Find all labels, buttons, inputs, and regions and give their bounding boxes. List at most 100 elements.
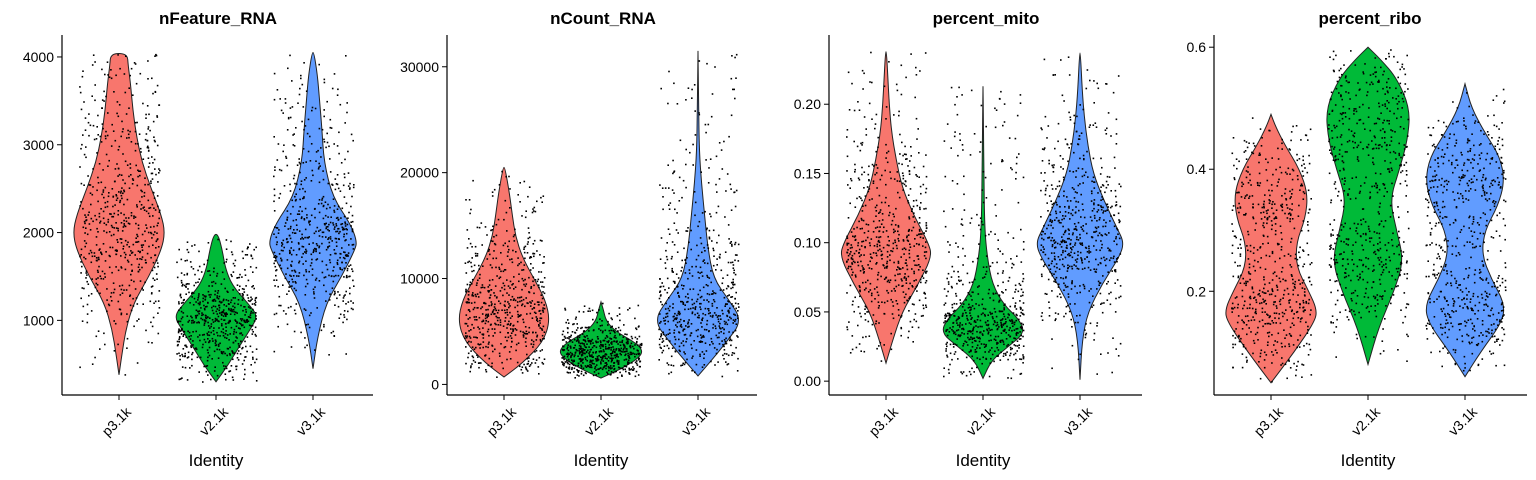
data-point (136, 303, 139, 305)
data-point (292, 249, 295, 252)
data-point (977, 286, 979, 288)
data-point (607, 341, 609, 344)
data-point (979, 337, 981, 340)
data-point (664, 289, 666, 291)
data-point (588, 354, 591, 356)
data-point (637, 344, 639, 346)
data-point (858, 285, 861, 287)
data-point (589, 361, 591, 363)
data-point (152, 191, 155, 194)
data-point (959, 139, 961, 141)
data-point (567, 358, 570, 361)
data-point (197, 336, 199, 338)
data-point (867, 311, 870, 313)
data-point (704, 314, 707, 316)
data-point (308, 220, 310, 223)
data-point (120, 266, 122, 268)
data-point (287, 306, 290, 309)
data-point (1044, 193, 1047, 196)
data-point (254, 326, 257, 329)
data-point (960, 371, 962, 373)
data-point (575, 316, 577, 319)
data-point (251, 328, 254, 331)
data-point (79, 86, 81, 88)
data-point (680, 270, 682, 272)
data-point (469, 370, 471, 373)
data-point (707, 312, 710, 315)
data-point (327, 246, 329, 249)
data-point (186, 272, 189, 275)
data-point (97, 134, 99, 136)
data-point (329, 238, 332, 240)
data-point (246, 319, 248, 321)
data-point (924, 281, 927, 284)
data-point (944, 175, 947, 178)
data-point (690, 248, 692, 251)
data-point (999, 319, 1002, 322)
data-point (179, 355, 181, 357)
data-point (672, 315, 675, 318)
data-point (858, 252, 860, 254)
data-point (846, 170, 848, 172)
data-point (723, 328, 725, 331)
data-point (301, 236, 303, 239)
data-point (952, 322, 954, 324)
data-point (290, 305, 292, 308)
data-point (131, 269, 133, 272)
data-point (121, 197, 123, 200)
data-point (200, 317, 202, 320)
data-point (149, 226, 152, 228)
data-point (890, 298, 892, 301)
data-point (1083, 285, 1086, 288)
data-point (105, 153, 108, 156)
data-point (254, 333, 257, 336)
data-point (177, 343, 179, 346)
data-point (891, 313, 894, 315)
data-point (90, 310, 93, 312)
data-point (869, 282, 872, 285)
data-point (880, 223, 883, 225)
data-point (736, 335, 738, 337)
data-point (488, 248, 490, 251)
data-point (327, 182, 330, 185)
data-point (130, 279, 133, 281)
data-point (236, 322, 238, 324)
data-point (488, 341, 490, 344)
data-point (289, 227, 292, 230)
data-point (702, 312, 704, 315)
data-point (607, 365, 610, 368)
data-point (180, 317, 183, 320)
data-point (305, 324, 308, 326)
data-point (685, 325, 687, 327)
data-point (994, 126, 997, 129)
data-point (137, 250, 140, 252)
data-point (128, 246, 131, 248)
data-point (973, 320, 976, 323)
data-point (864, 319, 867, 321)
data-point (102, 243, 105, 245)
data-point (475, 284, 478, 286)
data-point (949, 244, 951, 246)
data-point (737, 310, 739, 312)
data-point (566, 371, 569, 374)
data-point (335, 224, 338, 227)
data-point (605, 335, 608, 337)
data-point (721, 168, 724, 170)
data-point (735, 307, 737, 310)
data-point (475, 316, 477, 318)
data-point (112, 130, 115, 132)
data-point (101, 193, 103, 196)
data-point (214, 339, 217, 341)
data-point (704, 342, 707, 344)
data-point (689, 334, 692, 337)
data-point (925, 271, 927, 273)
data-point (96, 189, 98, 192)
data-point (314, 207, 316, 210)
data-point (493, 306, 496, 308)
data-point (966, 317, 968, 320)
data-point (1007, 343, 1009, 346)
data-point (242, 324, 244, 326)
data-point (732, 88, 734, 91)
data-point (142, 244, 145, 246)
